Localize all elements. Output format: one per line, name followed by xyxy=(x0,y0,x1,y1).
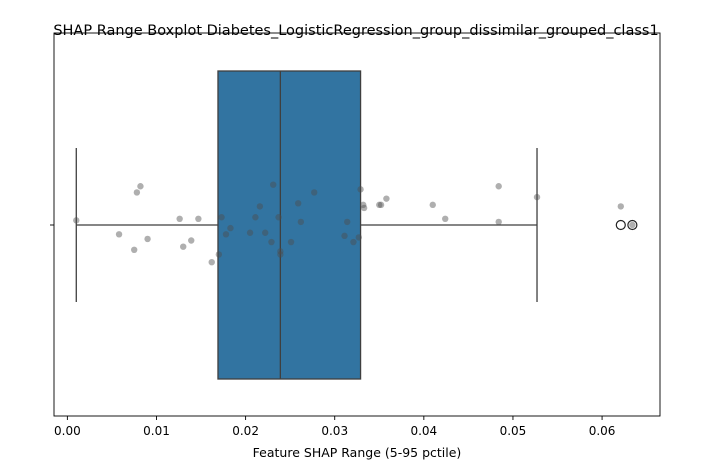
strip-point xyxy=(252,214,259,221)
strip-point xyxy=(287,238,295,246)
strip-point xyxy=(495,218,502,226)
strip-point xyxy=(227,224,234,232)
strip-point xyxy=(617,203,624,210)
strip-point xyxy=(297,218,305,226)
strip-point xyxy=(256,203,264,210)
strip-point xyxy=(133,189,141,196)
strip-point xyxy=(357,186,364,193)
strip-point xyxy=(533,193,541,201)
strip-point xyxy=(629,221,636,229)
x-tick-label: 0.03 xyxy=(321,424,348,438)
strip-point xyxy=(383,195,390,202)
strip-point xyxy=(262,229,269,236)
strip-point xyxy=(343,218,351,226)
plot-area xyxy=(73,70,638,380)
strip-point xyxy=(180,243,187,250)
strip-point xyxy=(341,232,348,240)
strip-point xyxy=(360,204,368,212)
strip-point xyxy=(429,201,436,209)
x-tick-label: 0.06 xyxy=(589,424,616,438)
strip-point xyxy=(208,259,215,266)
strip-point xyxy=(311,189,318,196)
strip-point xyxy=(195,215,202,222)
strip-point xyxy=(350,238,357,246)
strip-point xyxy=(442,215,449,222)
strip-point xyxy=(131,246,138,253)
strip-point xyxy=(277,248,284,255)
strip-point xyxy=(73,217,80,224)
strip-point xyxy=(495,183,502,190)
strip-point xyxy=(268,238,275,246)
strip-point xyxy=(270,181,277,188)
strip-point xyxy=(360,201,367,209)
strip-point xyxy=(246,229,254,236)
strip-point xyxy=(188,237,195,244)
strip-point xyxy=(215,251,223,258)
strip-point xyxy=(144,235,151,243)
strip-point xyxy=(137,183,144,190)
chart-title: SHAP Range Boxplot Diabetes_LogisticRegr… xyxy=(53,23,658,39)
strip-point xyxy=(377,201,385,209)
x-tick-label: 0.01 xyxy=(143,424,170,438)
box-iqr xyxy=(217,70,362,380)
strip-point xyxy=(376,201,383,209)
x-tick-label: 0.04 xyxy=(410,424,437,438)
x-axis-label: Feature SHAP Range (5-95 pctile) xyxy=(253,445,462,460)
strip-point xyxy=(275,214,282,221)
strip-point xyxy=(176,215,183,222)
outlier-marker xyxy=(615,219,626,231)
strip-point xyxy=(218,214,225,221)
plot-frame xyxy=(53,32,661,417)
strip-point xyxy=(115,231,123,238)
outlier-marker xyxy=(627,219,638,231)
x-axis: 0.00 0.01 0.02 0.03 0.04 0.05 0.06 xyxy=(50,224,616,438)
strip-point xyxy=(222,231,230,238)
strip-point xyxy=(294,200,302,207)
x-tick-label: 0.05 xyxy=(500,424,527,438)
x-tick-label: 0.02 xyxy=(232,424,259,438)
strip-point xyxy=(277,251,284,258)
strip-point xyxy=(355,234,362,241)
x-tick-label: 0.00 xyxy=(54,424,81,438)
